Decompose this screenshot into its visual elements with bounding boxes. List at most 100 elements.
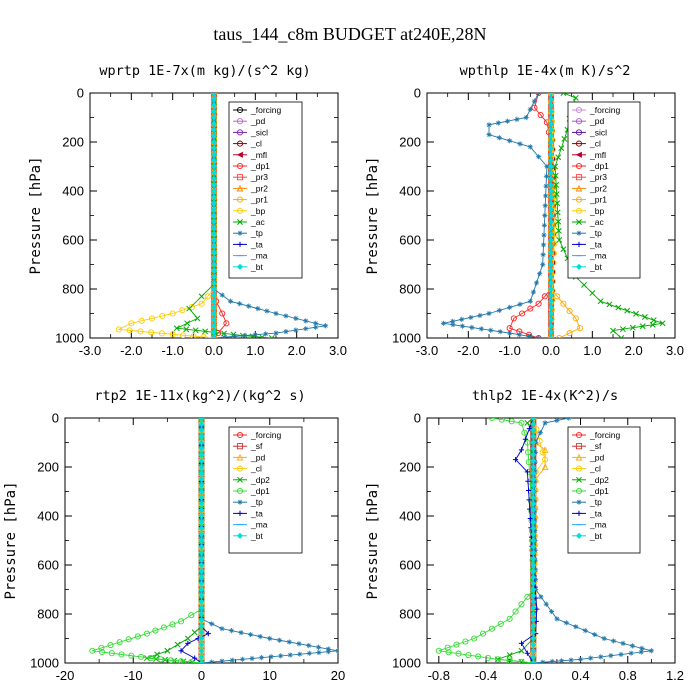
- data-point: [537, 430, 543, 436]
- data-point: [527, 144, 533, 150]
- data-point: [547, 187, 555, 195]
- y-tick-label: 800: [37, 607, 59, 622]
- data-point: [540, 242, 547, 248]
- data-point: [296, 641, 302, 647]
- legend-box: [567, 101, 641, 279]
- data-point: [157, 656, 164, 663]
- data-point: [268, 654, 274, 660]
- legend-label: _ac: [589, 217, 604, 227]
- data-point: [543, 183, 549, 189]
- data-point: [258, 655, 265, 661]
- data-point: [537, 112, 544, 119]
- x-tick-label: -20: [56, 668, 75, 683]
- legend-label: _pr3: [250, 172, 268, 182]
- legend-marker: [237, 241, 243, 247]
- data-point: [486, 122, 492, 128]
- y-tick-label: 1000: [392, 656, 421, 671]
- x-tick-label: 2.0: [288, 343, 306, 358]
- panel-2-legend: _forcing_pd_sicl_cl_mfl_dp1_pr3_pr2_pr1_…: [567, 101, 641, 279]
- data-point: [445, 649, 452, 656]
- data-point: [559, 658, 565, 663]
- data-point: [532, 459, 538, 465]
- data-point: [560, 246, 567, 253]
- data-point: [547, 175, 555, 182]
- x-tick-label: 20: [331, 668, 345, 683]
- data-point: [525, 459, 532, 466]
- data-point: [560, 300, 567, 307]
- data-point: [239, 656, 246, 662]
- data-point: [505, 118, 511, 124]
- data-point: [606, 301, 613, 308]
- data-point: [530, 506, 537, 513]
- data-point: [530, 543, 537, 550]
- data-point: [192, 327, 199, 334]
- legend-label: _dp1: [589, 486, 609, 496]
- data-point: [517, 141, 523, 147]
- legend-label: _dp2: [250, 475, 270, 485]
- data-point: [547, 316, 555, 323]
- data-point: [530, 659, 537, 663]
- data-point: [530, 561, 537, 569]
- data-point: [547, 279, 555, 286]
- data-point: [531, 498, 538, 504]
- data-point: [198, 451, 205, 458]
- data-point: [184, 635, 191, 642]
- data-point: [188, 303, 196, 311]
- data-point: [547, 298, 555, 305]
- data-point: [497, 329, 503, 335]
- data-point: [221, 334, 227, 338]
- data-point: [462, 638, 469, 645]
- data-point: [210, 169, 218, 176]
- data-point: [547, 322, 555, 329]
- data-point: [471, 635, 478, 642]
- data-point: [152, 627, 159, 634]
- data-point: [530, 537, 537, 544]
- data-point: [475, 653, 482, 660]
- data-point: [198, 433, 205, 440]
- data-point: [524, 439, 531, 446]
- data-point: [547, 212, 555, 219]
- data-point: [530, 574, 537, 581]
- data-point: [530, 418, 537, 422]
- data-point: [633, 310, 639, 317]
- legend-label: _sf: [589, 441, 602, 451]
- data-point: [532, 479, 538, 485]
- legend-label: _dp2: [589, 475, 609, 485]
- data-point: [444, 644, 451, 651]
- x-tick-label: -2.0: [457, 343, 479, 358]
- legend-marker: [575, 118, 583, 125]
- data-point: [547, 181, 555, 188]
- data-point: [148, 315, 156, 322]
- data-point: [198, 476, 205, 483]
- data-point: [210, 181, 218, 188]
- legend-marker: [575, 263, 583, 270]
- x-tick-label: 3.0: [329, 343, 347, 358]
- data-point: [198, 445, 205, 452]
- data-point: [198, 635, 205, 642]
- data-point: [518, 640, 525, 646]
- legend-label: _ma: [250, 520, 268, 530]
- x-tick-label: 1.0: [583, 343, 601, 358]
- data-point: [210, 194, 218, 201]
- data-point: [219, 626, 225, 632]
- data-point: [219, 658, 225, 663]
- data-point: [210, 145, 218, 152]
- data-point: [210, 255, 218, 262]
- x-tick-label: -3.0: [416, 343, 438, 358]
- data-point: [210, 212, 218, 219]
- data-point: [543, 193, 549, 199]
- data-point: [177, 658, 185, 663]
- data-point: [198, 647, 205, 654]
- data-point: [547, 93, 555, 97]
- data-point: [232, 333, 238, 338]
- data-point: [547, 163, 555, 170]
- data-point: [273, 310, 279, 317]
- data-point: [210, 200, 218, 207]
- data-point: [547, 267, 555, 274]
- legend-label: _pr3: [589, 172, 607, 182]
- data-point: [548, 608, 555, 615]
- y-tick-label: 200: [62, 135, 84, 150]
- legend-label: _sicl: [250, 127, 268, 137]
- data-point: [615, 304, 622, 311]
- data-point: [532, 567, 539, 573]
